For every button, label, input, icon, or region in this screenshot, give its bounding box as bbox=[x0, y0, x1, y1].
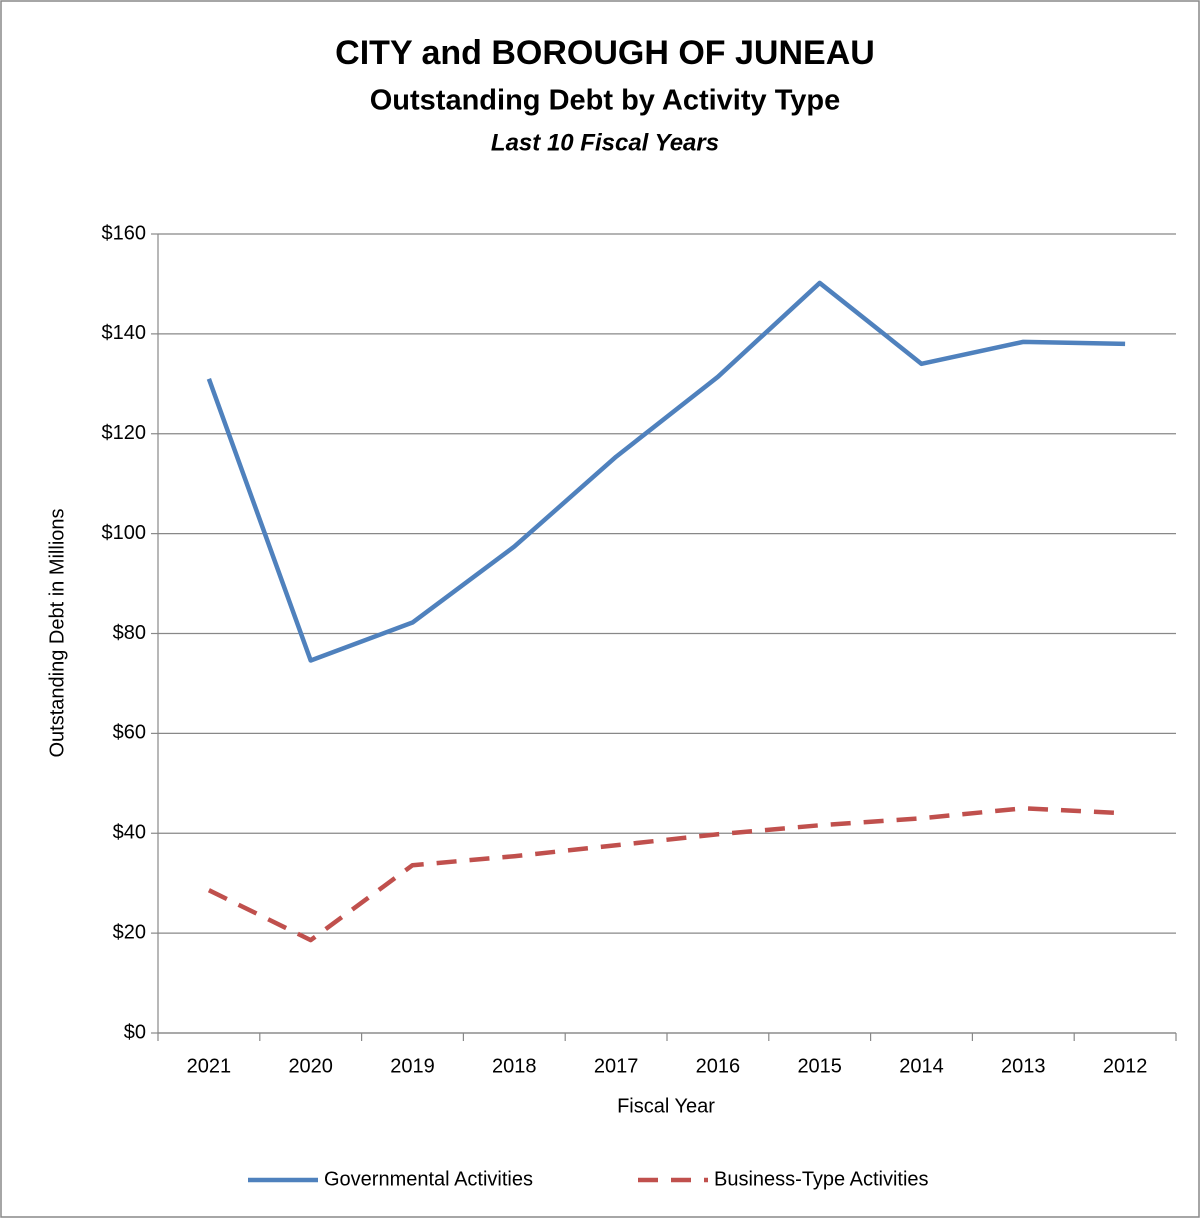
y-tick-label: $160 bbox=[102, 222, 147, 244]
y-tick-label: $60 bbox=[113, 722, 146, 744]
x-tick-label: 2017 bbox=[594, 1055, 639, 1077]
y-tick-label: $140 bbox=[102, 322, 147, 344]
x-tick-label: 2021 bbox=[187, 1055, 232, 1077]
x-tick-label: 2015 bbox=[797, 1055, 842, 1077]
x-tick-label: 2019 bbox=[390, 1055, 435, 1077]
chart-title: CITY and BOROUGH OF JUNEAU bbox=[335, 34, 875, 72]
y-tick-label: $20 bbox=[113, 921, 146, 943]
y-tick-label: $100 bbox=[102, 522, 147, 544]
chart-subtitle: Last 10 Fiscal Years bbox=[491, 129, 719, 156]
x-axis-label: Fiscal Year bbox=[617, 1095, 715, 1117]
x-tick-label: 2013 bbox=[1001, 1055, 1046, 1077]
chart-subtitle: Outstanding Debt by Activity Type bbox=[370, 85, 841, 117]
series-line bbox=[206, 280, 1126, 663]
x-tick-label: 2020 bbox=[288, 1055, 333, 1077]
series-line bbox=[207, 806, 1126, 943]
legend-label: Business-Type Activities bbox=[714, 1168, 929, 1190]
y-axis-label: Outstanding Debt in Millions bbox=[46, 508, 68, 757]
y-tick-label: $0 bbox=[124, 1021, 146, 1043]
legend-label: Governmental Activities bbox=[324, 1168, 533, 1190]
x-tick-label: 2018 bbox=[492, 1055, 537, 1077]
y-tick-label: $40 bbox=[113, 822, 146, 844]
x-tick-label: 2014 bbox=[899, 1055, 944, 1077]
x-tick-label: 2016 bbox=[696, 1055, 741, 1077]
y-tick-label: $120 bbox=[102, 422, 147, 444]
y-tick-label: $80 bbox=[113, 622, 146, 644]
x-tick-label: 2012 bbox=[1103, 1055, 1148, 1077]
